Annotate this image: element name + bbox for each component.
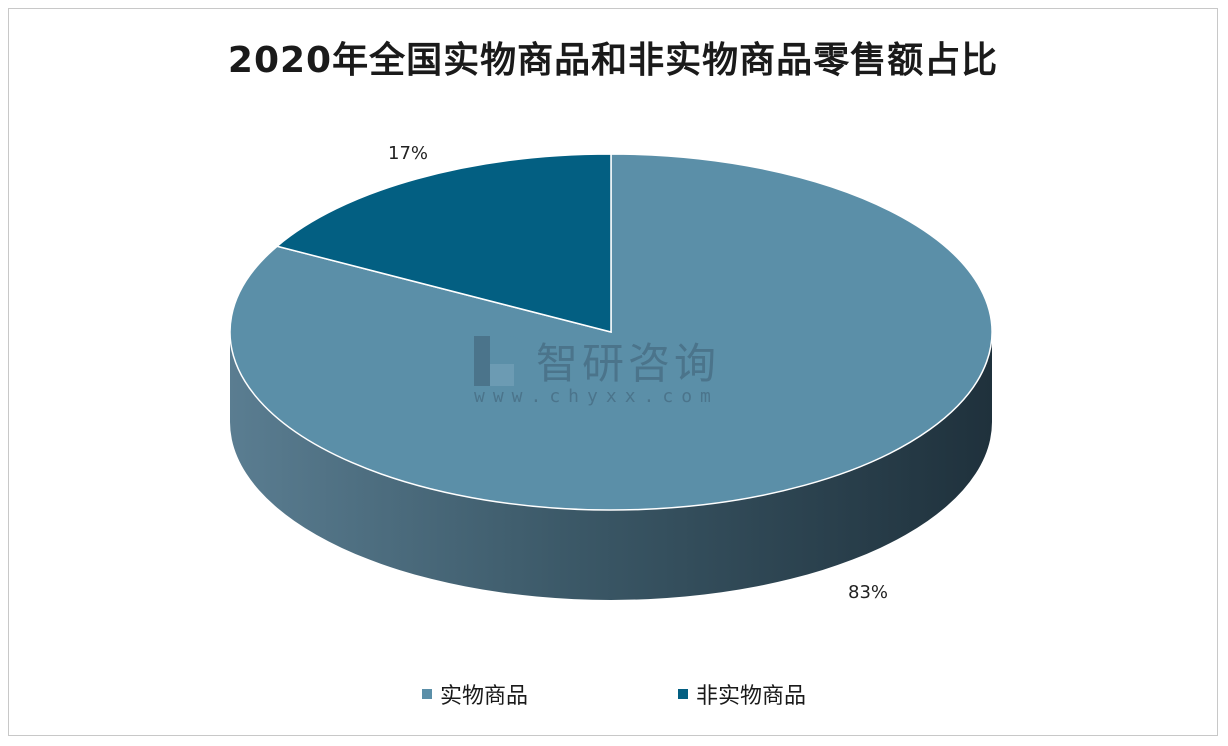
legend-label-physical: 实物商品: [439, 684, 528, 709]
pie-slice-nonphysical: [275, 153, 612, 333]
pie-side-wall: [230, 332, 992, 600]
legend-item-physical: 实物商品: [421, 678, 528, 710]
legend-swatch-physical: [421, 689, 432, 699]
data-label-physical: 83%: [848, 582, 889, 603]
legend-item-nonphysical: 非实物商品: [678, 678, 806, 710]
legend: 实物商品 非实物商品: [0, 678, 1228, 710]
legend-label-nonphysical: 非实物商品: [696, 684, 807, 709]
data-label-nonphysical: 17%: [388, 143, 429, 164]
chart-title: 2020年全国实物商品和非实物商品零售额占比: [227, 40, 999, 81]
legend-swatch-nonphysical: [678, 689, 688, 699]
